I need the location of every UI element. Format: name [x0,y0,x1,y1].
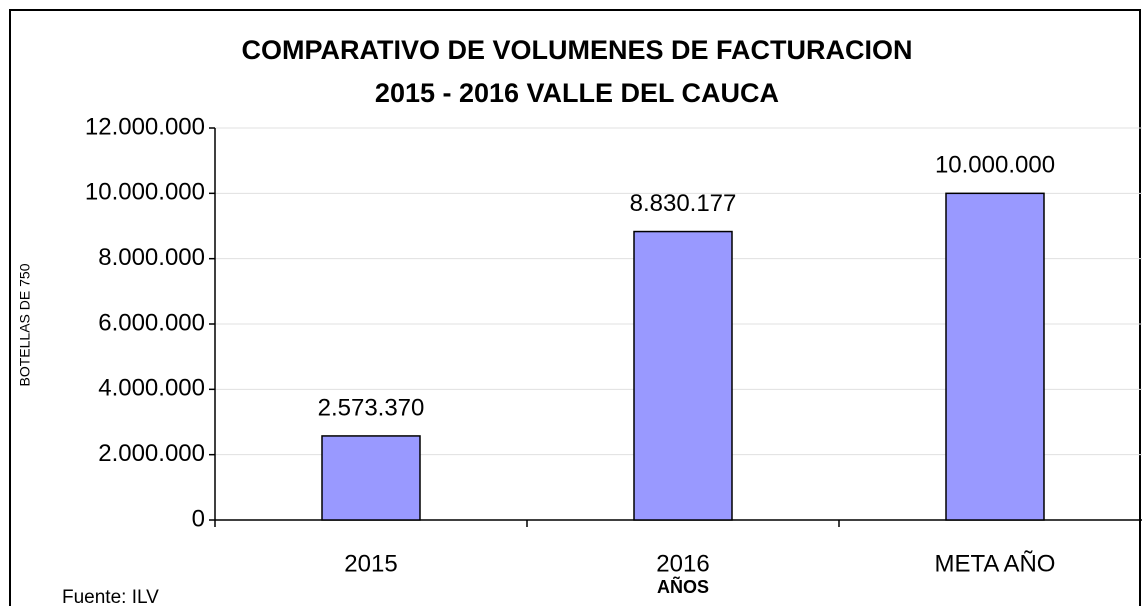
y-tick-label: 10.000.000 [85,179,205,206]
y-tick-label: 8.000.000 [98,244,205,271]
bar [945,192,1045,521]
y-tick-label: 0 [192,505,205,532]
bar [633,230,733,521]
y-tick-label: 4.000.000 [98,375,205,402]
data-label: 10.000.000 [935,152,1055,179]
bar [321,435,421,521]
data-label: 2.573.370 [318,394,425,421]
x-tick-label: META AÑO [935,550,1056,577]
data-label: 8.830.177 [630,190,737,217]
source-note: Fuente: ILV [62,587,159,606]
x-axis-label: AÑOS [657,576,709,597]
y-tick-label: 6.000.000 [98,309,205,336]
chart-title: COMPARATIVO DE VOLUMENES DE FACTURACION [241,35,912,65]
chart-title: 2015 - 2016 VALLE DEL CAUCA [375,78,779,108]
x-tick-label: 2016 [656,550,709,577]
x-tick-label: 2015 [344,550,397,577]
y-tick-label: 2.000.000 [98,440,205,467]
y-tick-label: 12.000.000 [85,113,205,140]
y-axis-label: BOTELLAS DE 750 [17,263,33,386]
